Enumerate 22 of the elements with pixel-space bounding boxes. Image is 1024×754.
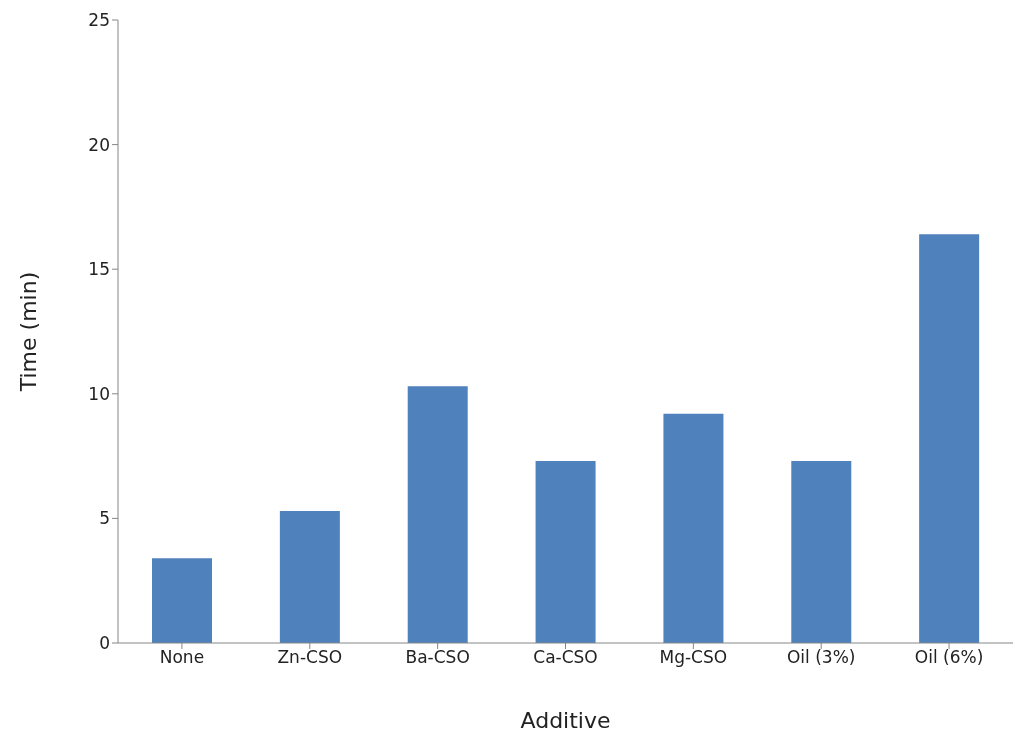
x-tick-label: Ca-CSO [533,647,598,668]
x-axis-title: Additive [520,708,611,733]
y-tick-label: 5 [99,508,110,529]
x-tick-label: Oil (3%) [786,647,856,668]
x-tick-label: None [159,647,205,668]
bar [535,461,596,643]
bar [919,234,980,643]
y-tick-label: 15 [88,259,110,280]
y-tick-label: 0 [99,633,110,654]
x-tick-label: Mg-CSO [659,647,728,668]
bar [152,558,212,643]
x-tick-label: Oil (6%) [914,647,984,668]
x-tick-label: Ba-CSO [405,647,470,668]
bar [791,461,852,643]
bar [663,413,724,643]
y-tick-label: 25 [88,10,110,31]
bar [407,386,468,643]
y-tick-label: 10 [88,383,110,404]
y-tick-label: 20 [88,134,110,155]
x-tick-label: Zn-CSO [277,647,343,668]
y-axis-title: Time (min) [15,271,41,393]
bar [279,510,340,643]
